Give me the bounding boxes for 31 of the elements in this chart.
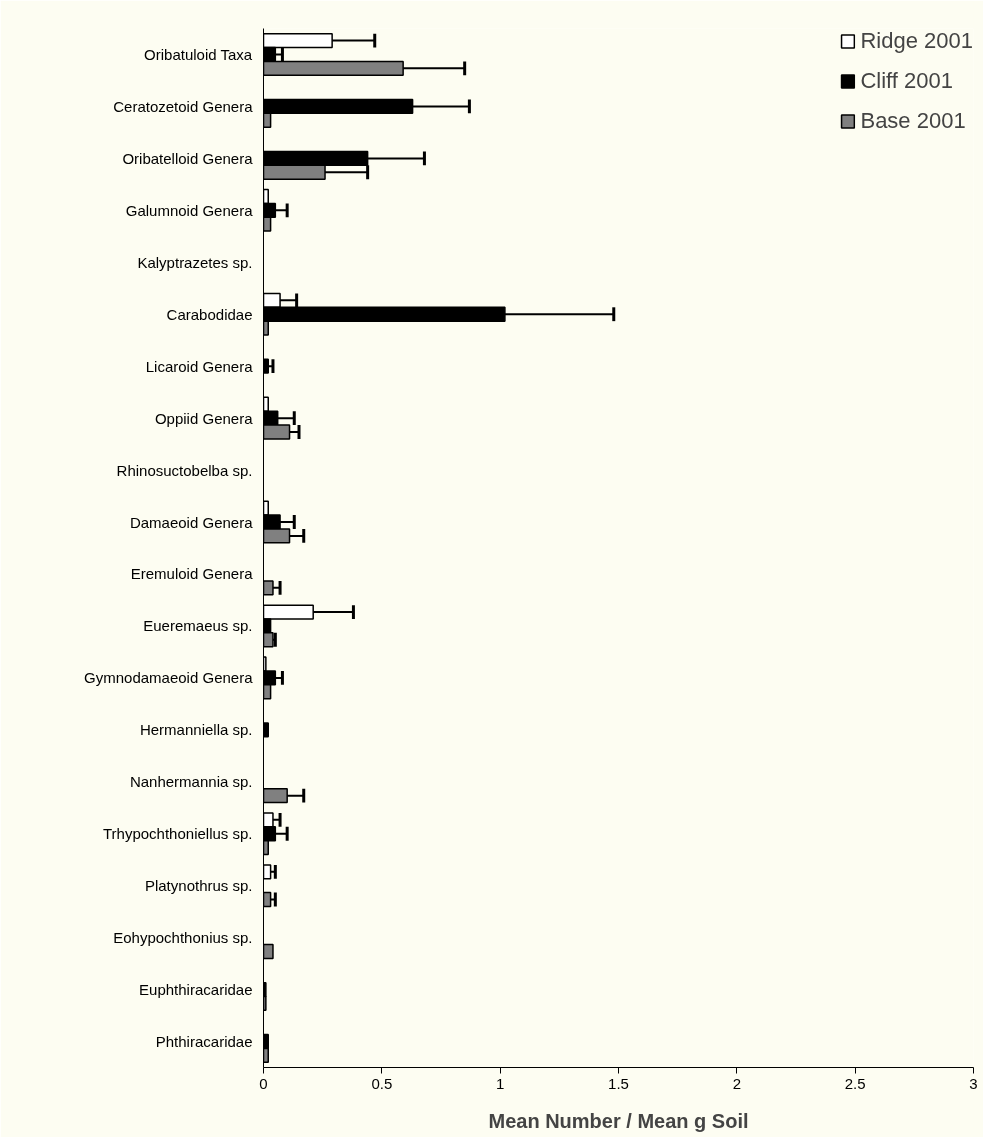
y-tick-label: Kalyptrazetes sp. [137, 253, 253, 271]
x-tick-label: 2 [732, 1074, 742, 1092]
y-tick-label: Galumnoid Genera [125, 201, 254, 219]
x-tick-label: 0 [259, 1074, 268, 1092]
x-tick-label: 1 [496, 1074, 505, 1092]
y-tick-label: Carabodidae [166, 305, 253, 323]
y-tick-label: Damaeoid Genera [129, 513, 254, 531]
y-tick-label: Oribatelloid Genera [122, 149, 254, 167]
x-tick-label: 0.5 [371, 1074, 393, 1092]
y-tick-label: Eueremaeus sp. [143, 617, 253, 635]
y-tick-label: Oribatuloid Taxa [144, 45, 253, 63]
y-tick-label: Trhypochthoniellus sp. [102, 825, 253, 843]
y-tick-label: Eremuloid Genera [130, 565, 254, 583]
y-tick-label: Phthiracaridae [155, 1033, 253, 1051]
y-tick-label: Nanhermannia sp. [129, 773, 253, 791]
y-tick-label: Rhinosuctobelba sp. [116, 461, 253, 479]
y-tick-label: Licaroid Genera [145, 357, 254, 375]
y-tick-label: Gymnodamaeoid Genera [84, 669, 254, 687]
x-tick-label: 2.5 [844, 1074, 866, 1092]
x-tick-label: 3 [969, 1074, 978, 1092]
x-tick-label: 1.5 [608, 1074, 629, 1092]
y-tick-label: Oppiid Genera [154, 409, 254, 427]
legend-label: Base 2001 [860, 108, 966, 134]
y-tick-label: Hermanniella sp. [139, 721, 253, 739]
y-tick-label: Ceratozetoid Genera [113, 97, 254, 115]
y-tick-label: Eohypochthonius sp. [113, 929, 253, 947]
legend-label: Cliff 2001 [860, 68, 953, 94]
legend-label: Ridge 2001 [860, 28, 973, 54]
y-tick-label: Euphthiracaridae [139, 981, 253, 999]
y-tick-label: Platynothrus sp. [144, 877, 253, 895]
x-axis-title: Mean Number / Mean g Soil [488, 1109, 749, 1132]
